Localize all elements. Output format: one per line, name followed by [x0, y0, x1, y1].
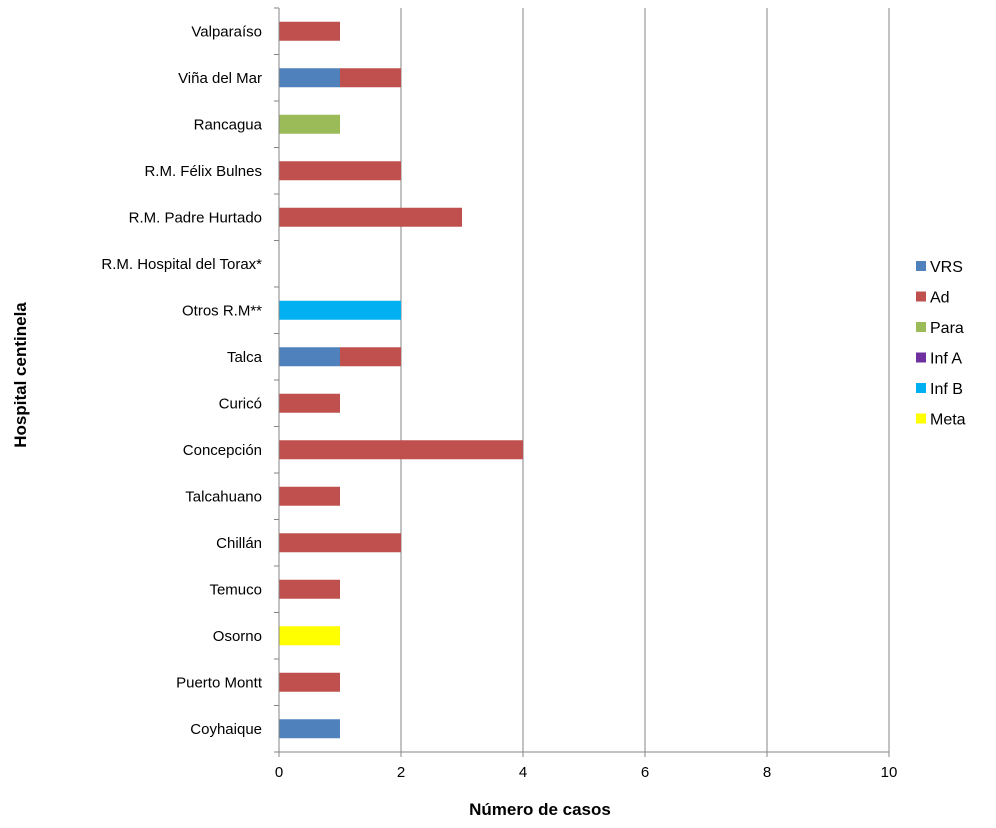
axes [274, 7, 890, 757]
bar-segment [279, 347, 340, 367]
legend-label: Para [930, 320, 964, 337]
category-label: Rancagua [194, 116, 263, 133]
legend-label: Meta [930, 412, 966, 429]
x-tick-label: 10 [881, 764, 898, 781]
category-label: R.M. Hospital del Torax* [101, 256, 262, 273]
bar-segment [279, 672, 340, 692]
category-label: R.M. Padre Hurtado [129, 209, 262, 226]
x-tick-label: 6 [641, 764, 649, 781]
category-label: Valparaíso [191, 23, 262, 40]
category-label: Osorno [213, 628, 262, 645]
y-axis-title: Hospital centinela [11, 302, 30, 448]
bar-segment [279, 68, 340, 88]
category-label: Curicó [219, 395, 262, 412]
category-label: Temuco [209, 581, 262, 598]
legend-swatch [916, 413, 926, 424]
category-label: Coyhaique [190, 721, 262, 738]
category-label: Viña del Mar [178, 70, 262, 87]
bars [279, 21, 523, 739]
category-label: Puerto Montt [176, 674, 263, 691]
bar-segment [279, 300, 401, 320]
category-labels: Valparaíso Viña del Mar Rancagua R.M. Félix… [101, 23, 262, 738]
x-tick-label: 0 [275, 764, 283, 781]
x-axis-title: Número de casos [469, 800, 611, 819]
category-label: Chillán [216, 535, 262, 552]
bar-segment [279, 393, 340, 413]
bar-segment [279, 161, 401, 181]
x-tick-label: 8 [763, 764, 771, 781]
bar-segment [340, 347, 401, 367]
legend-label: VRS [930, 259, 963, 276]
bar-segment [279, 21, 340, 41]
bar-segment [279, 486, 340, 506]
category-label: Talca [227, 349, 263, 366]
bar-segment [279, 533, 401, 553]
legend-swatch [916, 291, 926, 302]
legend-swatch [916, 383, 926, 393]
bar-segment [279, 719, 340, 739]
legend-swatch [916, 352, 926, 363]
legend-label: Inf A [930, 351, 962, 368]
bar-segment [279, 207, 462, 227]
bar-segment [279, 114, 340, 134]
x-tick-label: 4 [519, 764, 527, 781]
category-label: Concepción [183, 442, 262, 459]
x-tick-label: 2 [397, 764, 405, 781]
gridlines [400, 8, 890, 752]
bar-segment [279, 626, 340, 646]
x-tick-labels: 0 2 4 6 8 10 [275, 764, 898, 781]
legend-label: Inf B [930, 381, 963, 398]
legend-swatch [916, 261, 926, 271]
category-label: Otros R.M** [182, 302, 262, 319]
legend-swatch [916, 322, 926, 332]
category-label: Talcahuano [185, 488, 262, 505]
bar-segment [340, 68, 401, 88]
category-label: R.M. Félix Bulnes [144, 163, 262, 180]
legend-label: Ad [930, 290, 950, 307]
legend: VRS Ad Para Inf A Inf B Meta [916, 259, 966, 429]
bar-segment [279, 579, 340, 599]
bar-segment [279, 440, 523, 460]
